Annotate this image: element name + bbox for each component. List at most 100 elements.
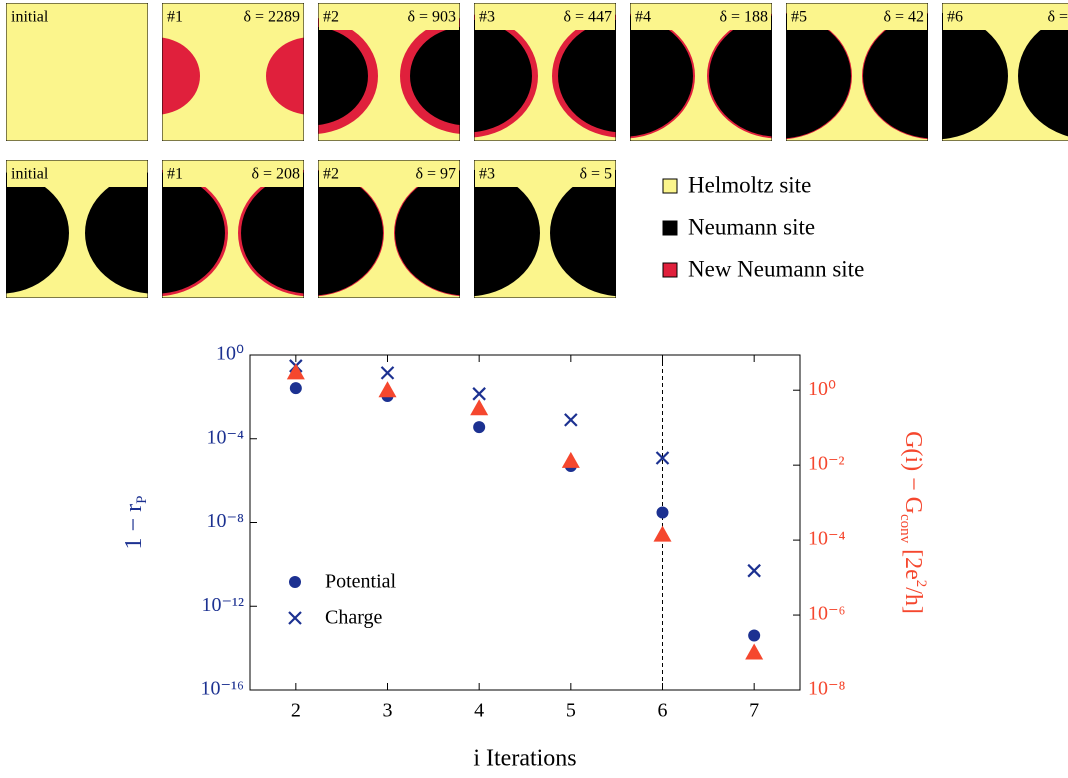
point — [561, 451, 580, 468]
y-tick-label: 10⁻⁸ — [206, 510, 244, 532]
panel: #5 δ = 42 — [786, 3, 928, 141]
axis-label-part: [2e — [900, 543, 926, 580]
axis-label-part: P — [134, 496, 150, 504]
y2-tick-label: 10⁻⁶ — [808, 603, 846, 625]
point — [747, 563, 761, 578]
x-tick-label: 7 — [749, 700, 759, 722]
new-neumann-region — [266, 37, 304, 115]
point — [470, 399, 489, 416]
neumann-region — [1018, 15, 1068, 137]
axis-label-part: conv — [897, 514, 913, 544]
neumann-region — [942, 12, 1008, 140]
label-bg — [631, 4, 771, 30]
neumann-region — [786, 13, 851, 139]
site-legend-swatch — [662, 262, 678, 278]
label-bg — [475, 4, 615, 30]
legend-label: Charge — [325, 607, 383, 629]
panel: #6 δ = 1 — [942, 3, 1068, 141]
y2-tick-label: 10⁰ — [808, 378, 836, 400]
label-bg — [163, 161, 303, 187]
point — [564, 413, 578, 427]
neumann-region — [410, 27, 460, 125]
label-bg — [7, 161, 147, 187]
neumann-region — [709, 15, 772, 137]
panel: #4 δ = 188 — [630, 3, 772, 141]
point — [656, 506, 669, 519]
panel-tag: #1 — [167, 9, 183, 26]
neumann-region — [550, 169, 616, 297]
y-tick-label: 10⁻¹⁶ — [200, 678, 244, 700]
y-tick-label: 10⁻⁴ — [206, 426, 244, 448]
legend-marker — [288, 611, 302, 625]
site-legend-label: Helmoltz site — [688, 172, 811, 197]
point — [378, 381, 397, 398]
label-bg — [943, 4, 1068, 30]
panel: #2 δ = 97 — [318, 160, 460, 298]
neumann-region — [85, 172, 148, 294]
x-tick-label: 3 — [383, 700, 393, 722]
point — [286, 363, 305, 380]
panel-delta: δ = 97 — [415, 166, 456, 183]
site-legend-swatch — [662, 178, 678, 194]
y-tick-label: 10⁻¹² — [201, 594, 244, 616]
new-neumann-region — [162, 37, 200, 115]
panel-delta: δ = 447 — [563, 9, 612, 26]
x-tick-label: 2 — [291, 700, 301, 722]
site-legend-label: New Neumann site — [688, 256, 864, 281]
axis-label-part: /h] — [900, 587, 926, 614]
panel-delta: δ = 188 — [719, 9, 768, 26]
panel: #2 δ = 903 — [318, 3, 460, 141]
x-tick-label: 4 — [474, 700, 484, 722]
axis-label-part: 2 — [913, 580, 929, 588]
axis-label-part: G(i) − G — [900, 431, 926, 514]
panel-tag: #5 — [791, 9, 807, 26]
label-bg — [163, 4, 303, 30]
panel-delta: δ = 208 — [251, 166, 300, 183]
plot-frame — [249, 354, 801, 691]
point — [748, 629, 761, 642]
panel-tag: #3 — [479, 9, 495, 26]
legend-label: Potential — [325, 571, 397, 593]
neumann-region — [162, 172, 225, 294]
neumann-region — [630, 15, 693, 137]
neumann-region — [474, 19, 532, 133]
point — [653, 525, 672, 542]
neumann-region — [318, 27, 368, 125]
panel-delta: δ = 903 — [407, 9, 456, 26]
y2-tick-label: 10⁻⁸ — [808, 678, 846, 700]
neumann-region — [318, 170, 383, 296]
neumann-region — [558, 19, 616, 133]
panel-tag: initial — [11, 166, 49, 183]
site-legend-swatch — [662, 220, 678, 236]
panel: initial — [6, 160, 148, 298]
y2-tick-label: 10⁻² — [808, 453, 845, 475]
x-axis-label: i Iterations — [473, 746, 576, 772]
axis-label-part: 1 − r — [121, 504, 147, 550]
panel-tag: #3 — [479, 166, 495, 183]
panel-delta: δ = 5 — [579, 166, 612, 183]
panel-delta: δ = 42 — [883, 9, 924, 26]
neumann-region — [241, 172, 304, 294]
panel-tag: initial — [11, 9, 49, 26]
y-tick-label: 10⁰ — [216, 343, 244, 365]
panel-delta: δ = 2289 — [243, 9, 300, 26]
x-tick-label: 6 — [658, 700, 668, 722]
label-bg — [319, 161, 459, 187]
panel: #3 δ = 5 — [474, 160, 616, 298]
label-bg — [787, 4, 927, 30]
point — [473, 421, 486, 434]
neumann-region — [6, 172, 69, 294]
y-axis-label: 1 − rP — [121, 496, 151, 550]
point — [655, 451, 670, 465]
panel-tag: #2 — [323, 166, 339, 183]
panel-tag: #6 — [947, 9, 963, 26]
point — [380, 366, 395, 380]
x-tick-label: 5 — [566, 700, 576, 722]
neumann-region — [474, 169, 540, 297]
label-bg — [7, 4, 147, 30]
panel-tag: #2 — [323, 9, 339, 26]
panel: #1 δ = 208 — [162, 160, 304, 298]
label-bg — [475, 161, 615, 187]
neumann-region — [395, 170, 460, 296]
